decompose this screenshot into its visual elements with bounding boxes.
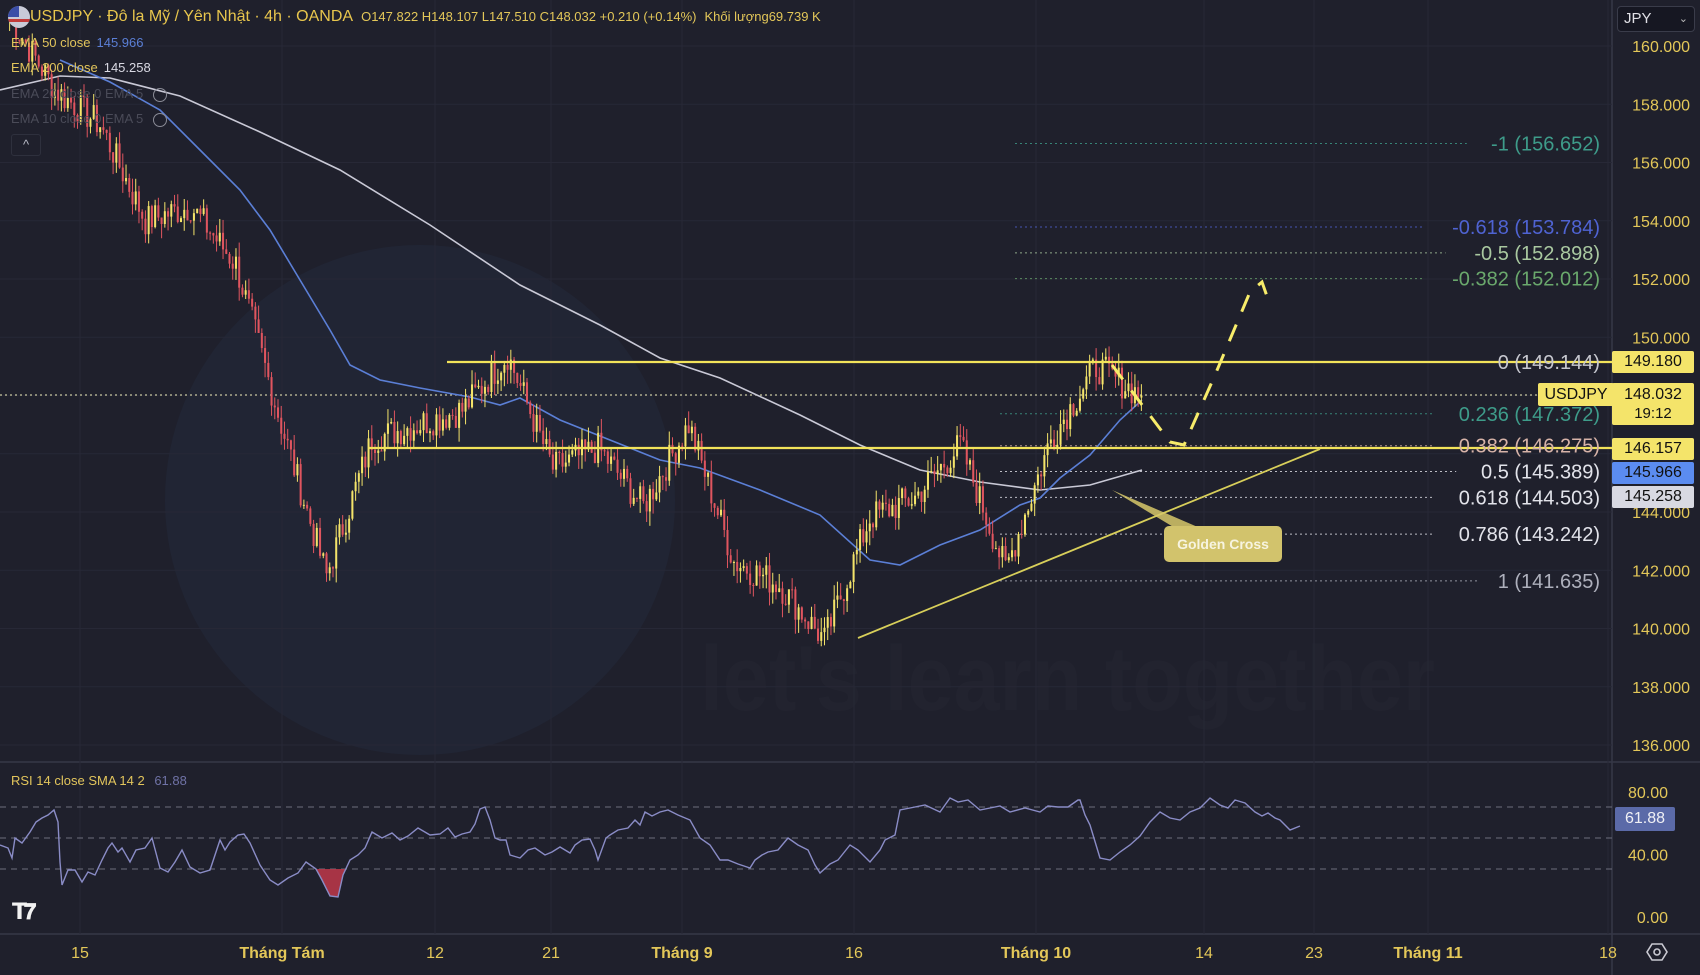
svg-text:Golden Cross: Golden Cross — [1177, 536, 1269, 552]
rsi-value: 61.88 — [154, 773, 187, 788]
currency-select[interactable]: JPY ⌄ — [1617, 6, 1695, 32]
price-tick: 140.000 — [1632, 622, 1690, 639]
time-tick: 18 — [1599, 945, 1617, 962]
ema50-label: EMA 50 close — [11, 35, 91, 50]
symbol-header[interactable]: USDJPY · Đô la Mỹ / Yên Nhật · 4h · OAND… — [30, 8, 821, 26]
candlestick-series[interactable] — [8, 8, 1143, 647]
chevron-down-icon: ⌄ — [1678, 13, 1688, 25]
ema10-label: EMA 10 close 0 EMA 5 — [11, 111, 144, 126]
rsi-label: RSI 14 close SMA 14 2 — [11, 773, 145, 788]
legend-ema200[interactable]: EMA 200 close 145.258 — [11, 60, 151, 75]
fib-label: -0.618 (153.784) — [1452, 217, 1600, 239]
volume-label: Khối lượng — [704, 9, 769, 24]
ema20-label: EMA 20 close 0 EMA 5 — [11, 86, 144, 101]
eye-off-icon[interactable] — [152, 112, 167, 127]
svg-text:let's learn together: let's learn together — [700, 628, 1435, 730]
rsi-oversold-fill — [316, 869, 346, 897]
rsi-line[interactable] — [0, 797, 1301, 898]
bar-countdown: 19:12 — [1634, 405, 1672, 422]
price-tick: 156.000 — [1632, 156, 1690, 173]
fib-label: 0.5 (145.389) — [1481, 462, 1600, 484]
fib-label: 0.236 (147.372) — [1459, 404, 1600, 426]
legend-ema50[interactable]: EMA 50 close 145.966 — [11, 35, 144, 50]
rsi-tick: 80.00 — [1628, 785, 1668, 802]
price-label-text: 145.258 — [1624, 488, 1682, 505]
time-tick: Tháng 9 — [651, 945, 712, 962]
time-tick: 21 — [542, 945, 560, 962]
ema200-value: 145.258 — [103, 60, 151, 75]
legend-ema10-hidden[interactable]: EMA 10 close 0 EMA 5 — [11, 111, 167, 127]
projection-path[interactable] — [1110, 279, 1272, 447]
symbol-tag: USDJPY — [1538, 383, 1614, 406]
ema200-label: EMA 200 close — [11, 60, 98, 75]
price-tick: 136.000 — [1632, 738, 1690, 755]
settings-gear-icon[interactable] — [1645, 940, 1669, 964]
price-label-text: 145.966 — [1624, 464, 1682, 481]
price-label-support: 146.157 — [1612, 438, 1694, 460]
price-tick: 154.000 — [1632, 214, 1690, 231]
time-tick: 15 — [71, 945, 89, 962]
fib-label: -0.5 (152.898) — [1474, 243, 1600, 265]
time-tick: 14 — [1195, 945, 1213, 962]
price-tick: 138.000 — [1632, 680, 1690, 697]
golden-cross-callout[interactable]: Golden Cross — [1112, 490, 1282, 562]
price-label-text: 149.180 — [1624, 353, 1682, 370]
time-tick: 16 — [845, 945, 863, 962]
fibonacci-levels[interactable] — [1000, 143, 1478, 582]
rsi-bands — [0, 806, 1612, 870]
eye-off-icon[interactable] — [152, 87, 167, 102]
legend-ema20-hidden[interactable]: EMA 20 close 0 EMA 5 — [11, 86, 167, 102]
price-label-last: 148.032 19:12 — [1612, 383, 1694, 425]
volume-value: 69.739 K — [768, 9, 821, 24]
currency-value: JPY — [1624, 10, 1652, 27]
fib-label: 0.618 (144.503) — [1459, 487, 1600, 509]
price-label-text: 146.157 — [1624, 440, 1682, 457]
time-tick: Tháng Tám — [239, 945, 324, 962]
fib-label: -1 (156.652) — [1491, 134, 1600, 156]
last-price-value: 148.032 — [1624, 386, 1682, 403]
price-tick: 152.000 — [1632, 272, 1690, 289]
rsi-tick: 40.00 — [1628, 848, 1668, 865]
fib-label: 1 (141.635) — [1498, 571, 1600, 593]
price-tick: 158.000 — [1632, 97, 1690, 114]
watermark: let's learn together — [165, 245, 1435, 755]
time-tick: 12 — [426, 945, 444, 962]
ohlc-values: O147.822 H148.107 L147.510 C148.032 +0.2… — [361, 9, 697, 24]
rsi-value-label: 61.88 — [1615, 807, 1675, 831]
ema200-line[interactable] — [0, 75, 1143, 491]
rsi-value-text: 61.88 — [1624, 810, 1666, 827]
volume-display: Khối lượng69.739 K — [704, 9, 820, 24]
symbol-tag-text: USDJPY — [1544, 386, 1608, 403]
price-tick: 144.000 — [1632, 505, 1690, 522]
rsi-legend[interactable]: RSI 14 close SMA 14 2 61.88 — [11, 773, 187, 788]
ema50-line[interactable] — [59, 59, 1143, 566]
symbol-title[interactable]: USDJPY · Đô la Mỹ / Yên Nhật · 4h · OAND… — [30, 8, 354, 25]
ema50-value: 145.966 — [96, 35, 144, 50]
time-tick: 23 — [1305, 945, 1323, 962]
price-tick: 142.000 — [1632, 563, 1690, 580]
tradingview-logo[interactable]: T𝟕 — [12, 900, 36, 925]
time-tick: Tháng 11 — [1393, 945, 1462, 962]
price-label-ema200: 145.258 — [1612, 486, 1694, 508]
fib-label: 0.786 (143.242) — [1459, 524, 1600, 546]
time-tick: Tháng 10 — [1001, 945, 1071, 962]
rsi-tick: 0.00 — [1637, 910, 1668, 927]
fib-label: 0.382 (146.275) — [1459, 436, 1600, 458]
price-tick: 150.000 — [1632, 330, 1690, 347]
fib-label: -0.382 (152.012) — [1452, 269, 1600, 291]
fib-label: 0 (149.144) — [1498, 352, 1600, 374]
price-tick: 160.000 — [1632, 39, 1690, 56]
price-label-resistance: 149.180 — [1612, 351, 1694, 373]
price-label-ema50: 145.966 — [1612, 462, 1694, 484]
ascending-trendline[interactable] — [857, 448, 1321, 639]
